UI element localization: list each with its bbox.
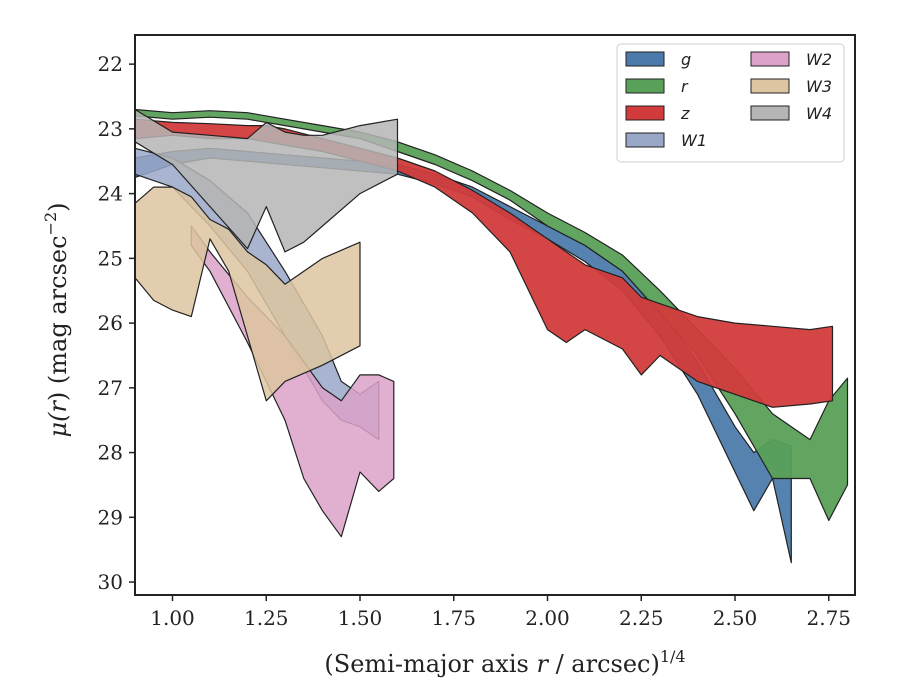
x-tick-label: 1.75 xyxy=(431,606,476,630)
y-tick-label: 23 xyxy=(98,117,123,141)
x-tick-label: 1.50 xyxy=(338,606,383,630)
y-tick-label: 22 xyxy=(98,52,123,76)
legend-box xyxy=(616,43,845,163)
legend-label-w3: W3 xyxy=(806,77,832,96)
x-axis-label: (Semi-major axis r / arcsec)1/4 xyxy=(324,647,685,678)
legend-swatch-w3 xyxy=(750,78,790,94)
legend-swatch-w1 xyxy=(625,132,665,148)
legend-swatch-w4 xyxy=(750,105,790,121)
legend-swatch-g xyxy=(625,51,665,67)
y-tick-label: 28 xyxy=(98,441,123,465)
band-w2 xyxy=(190,225,395,538)
legend-swatch-r xyxy=(625,78,665,94)
x-tick-label: 2.00 xyxy=(525,606,570,630)
x-tick-label: 1.00 xyxy=(150,606,195,630)
legend-label-w2: W2 xyxy=(806,50,832,69)
y-tick-label: 24 xyxy=(98,182,123,206)
x-tick-label: 1.25 xyxy=(244,606,289,630)
y-tick-label: 27 xyxy=(98,376,123,400)
legend-label-g: g xyxy=(681,50,691,69)
tick-layer: 1.00 1.25 1.50 1.75 2.00 2.25 2.50 2.75 22 23 24 25… xyxy=(98,52,851,630)
legend-swatch-w2 xyxy=(750,51,790,67)
x-tick-label: 2.75 xyxy=(806,606,851,630)
x-tick-label: 2.25 xyxy=(619,606,664,630)
legend-swatch-z xyxy=(625,105,665,121)
legend: grz W1 W2 W3 W4 xyxy=(616,43,845,163)
band-w3 xyxy=(134,186,361,402)
legend-label-r: r xyxy=(681,77,689,96)
band-layer xyxy=(134,108,849,564)
y-tick-label: 30 xyxy=(98,570,123,594)
plot-frame xyxy=(134,34,856,596)
legend-label-w1: W1 xyxy=(681,131,707,150)
legend-label-z: z xyxy=(680,104,690,123)
x-tick-label: 2.50 xyxy=(713,606,758,630)
legend-label-w4: W4 xyxy=(806,104,832,123)
y-tick-label: 26 xyxy=(98,311,123,335)
band-w4 xyxy=(134,108,399,253)
y-tick-label: 29 xyxy=(98,505,123,529)
y-axis-label: μ(r) (mag arcsec−2) xyxy=(41,202,72,437)
y-tick-label: 25 xyxy=(98,246,123,270)
